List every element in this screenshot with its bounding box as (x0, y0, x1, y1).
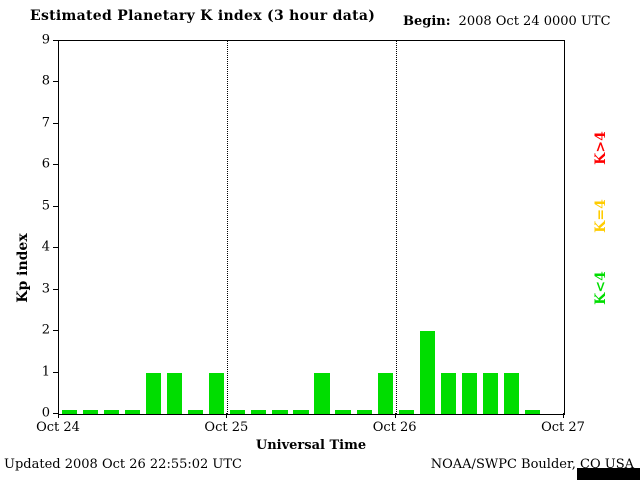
y-tick-mark (53, 330, 59, 332)
kp-bar (503, 372, 519, 414)
y-tick-mark (53, 413, 59, 414)
kp-bar (419, 331, 435, 414)
x-tick-label: Oct 27 (541, 420, 585, 435)
y-tick-mark (53, 122, 59, 124)
kp-bar (230, 410, 246, 414)
y-tick-mark (53, 288, 59, 290)
y-tick-mark (53, 164, 59, 166)
y-tick-mark (53, 40, 59, 41)
kp-bar (188, 410, 204, 414)
kp-bar (82, 410, 99, 414)
y-axis-title: Kp index (15, 233, 31, 303)
screen-corner-artifact (577, 468, 640, 480)
y-tick-label: 1 (41, 364, 50, 380)
x-tick-mark (394, 413, 396, 418)
legend-item-2: K<4 (593, 271, 609, 305)
kp-bar (125, 410, 141, 414)
y-tick-mark (53, 247, 59, 249)
kp-bar (440, 372, 456, 414)
kp-bar (356, 410, 372, 414)
y-tick-label: 8 (41, 73, 50, 89)
day-boundary-gridline (227, 41, 229, 414)
y-tick-label: 2 (41, 322, 50, 338)
kp-bar (209, 372, 225, 414)
kp-bar (377, 372, 393, 414)
kp-bar (524, 410, 540, 414)
begin-label: Begin: (403, 14, 451, 29)
y-tick-label: 4 (41, 239, 50, 255)
y-tick-label: 7 (41, 115, 50, 131)
plot-area: Kp index (15, 40, 565, 415)
y-tick-label: 0 (41, 405, 50, 421)
x-tick-mark (226, 413, 228, 418)
day-boundary-gridline (395, 41, 397, 414)
kp-bar (293, 410, 309, 414)
legend-item-0: K>4 (593, 131, 609, 165)
kp-bar (398, 410, 414, 414)
x-tick-label: Oct 24 (36, 420, 80, 435)
kp-bar (146, 372, 162, 414)
kp-bar (314, 372, 330, 414)
chart-title: Estimated Planetary K index (3 hour data… (30, 8, 376, 24)
x-axis-title: Universal Time (255, 438, 367, 453)
y-tick-mark (53, 371, 59, 373)
x-tick-label: Oct 25 (204, 420, 249, 435)
begin-time: Begin: 2008 Oct 24 0000 UTC (403, 14, 611, 29)
y-tick-mark (53, 81, 59, 83)
x-tick-mark (563, 413, 564, 418)
y-tick-label: 3 (41, 281, 50, 297)
kp-bar (482, 372, 498, 414)
kp-bar (61, 410, 78, 414)
x-tick-mark (58, 413, 59, 418)
legend-item-1: K=4 (593, 199, 609, 233)
kp-bar (104, 410, 120, 414)
y-tick-mark (53, 205, 59, 207)
kp-bar (251, 410, 267, 414)
y-tick-label: 6 (41, 156, 50, 172)
kp-bar (272, 410, 288, 414)
x-tick-label: Oct 26 (372, 420, 417, 435)
begin-value: 2008 Oct 24 0000 UTC (458, 14, 611, 29)
kp-bar (167, 372, 183, 414)
updated-timestamp: Updated 2008 Oct 26 22:55:02 UTC (4, 457, 242, 472)
y-tick-label: 5 (41, 198, 50, 214)
kp-bar (461, 372, 477, 414)
y-tick-label: 9 (41, 32, 50, 48)
kp-bar (335, 410, 351, 414)
